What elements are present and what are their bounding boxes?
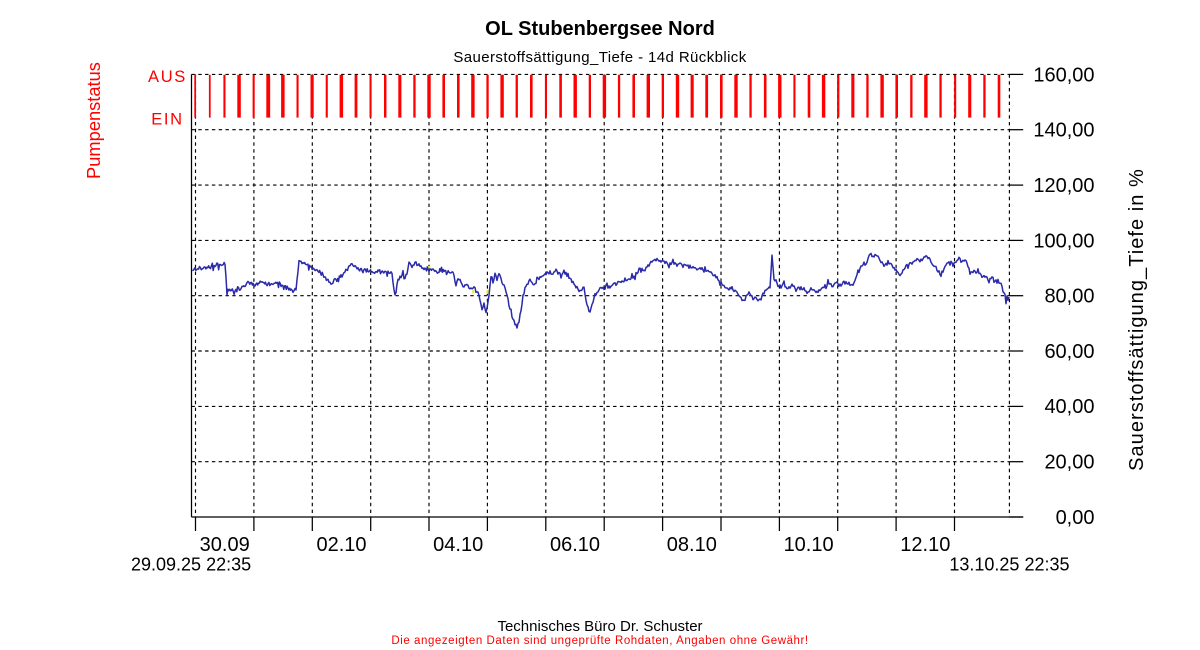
svg-text:08.10: 08.10 <box>667 534 717 556</box>
svg-text:29.09.25 22:35: 29.09.25 22:35 <box>131 555 251 575</box>
svg-text:120,00: 120,00 <box>1033 175 1094 197</box>
svg-text:OL Stubenbergsee Nord: OL Stubenbergsee Nord <box>485 18 715 40</box>
svg-text:Sauerstoffsättigung_Tiefe - 14: Sauerstoffsättigung_Tiefe - 14d Rückblic… <box>453 49 746 66</box>
svg-text:12.10: 12.10 <box>900 534 950 556</box>
svg-text:160,00: 160,00 <box>1033 64 1094 86</box>
svg-text:AUS: AUS <box>148 68 187 86</box>
svg-text:80,00: 80,00 <box>1044 286 1094 308</box>
svg-text:Sauerstoffsättigung_Tiefe in %: Sauerstoffsättigung_Tiefe in % <box>1126 168 1148 471</box>
svg-text:02.10: 02.10 <box>316 534 366 556</box>
svg-text:04.10: 04.10 <box>433 534 483 556</box>
svg-text:20,00: 20,00 <box>1044 452 1094 474</box>
svg-text:06.10: 06.10 <box>550 534 600 556</box>
svg-text:30.09: 30.09 <box>200 534 250 556</box>
svg-text:40,00: 40,00 <box>1044 396 1094 418</box>
svg-text:Pumpenstatus: Pumpenstatus <box>83 62 104 179</box>
svg-text:60,00: 60,00 <box>1044 341 1094 363</box>
svg-text:10.10: 10.10 <box>784 534 834 556</box>
svg-text:Die angezeigten Daten sind ung: Die angezeigten Daten sind ungeprüfte Ro… <box>391 635 808 647</box>
svg-text:100,00: 100,00 <box>1033 230 1094 252</box>
svg-text:Technisches Büro Dr. Schuster: Technisches Büro Dr. Schuster <box>497 618 702 635</box>
svg-text:140,00: 140,00 <box>1033 120 1094 142</box>
svg-text:0,00: 0,00 <box>1056 507 1095 529</box>
svg-text:EIN: EIN <box>151 110 184 128</box>
svg-text:13.10.25 22:35: 13.10.25 22:35 <box>949 555 1069 575</box>
